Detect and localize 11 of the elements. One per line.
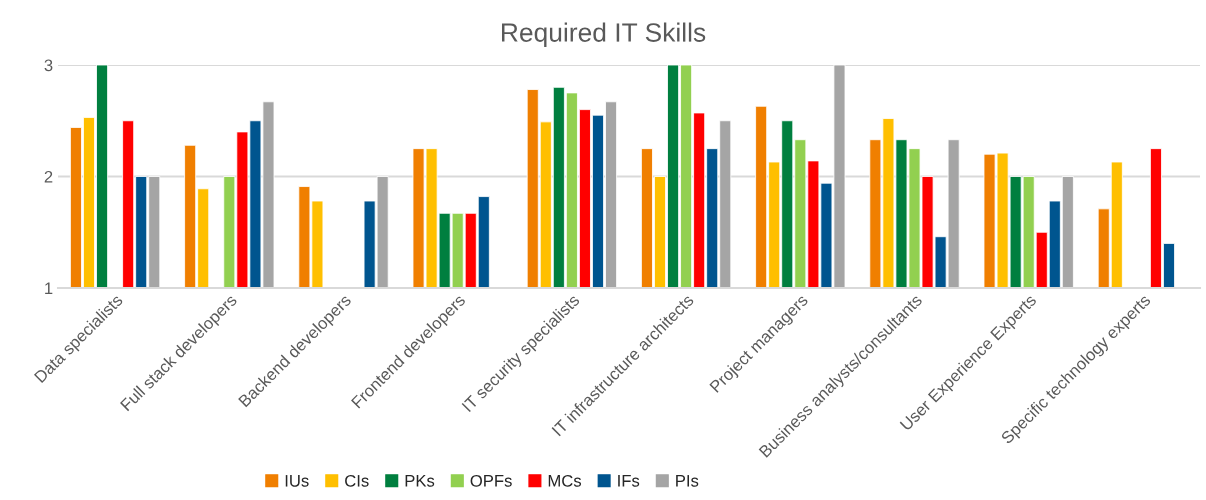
y-tick-label: 1 bbox=[45, 282, 53, 295]
y-tick-label: 2 bbox=[44, 170, 53, 183]
legend-label: IFs bbox=[618, 475, 640, 487]
legend-label: PIs bbox=[676, 475, 699, 487]
legend-label: CIs bbox=[345, 474, 369, 487]
legend-label: IUs bbox=[285, 475, 309, 487]
chart-title: Required IT Skills bbox=[502, 22, 706, 48]
legend-label: OPFs bbox=[470, 474, 512, 487]
legend-label: PKs bbox=[405, 475, 435, 487]
legend-label: MCs bbox=[548, 474, 582, 487]
y-tick-label: 3 bbox=[44, 59, 53, 72]
